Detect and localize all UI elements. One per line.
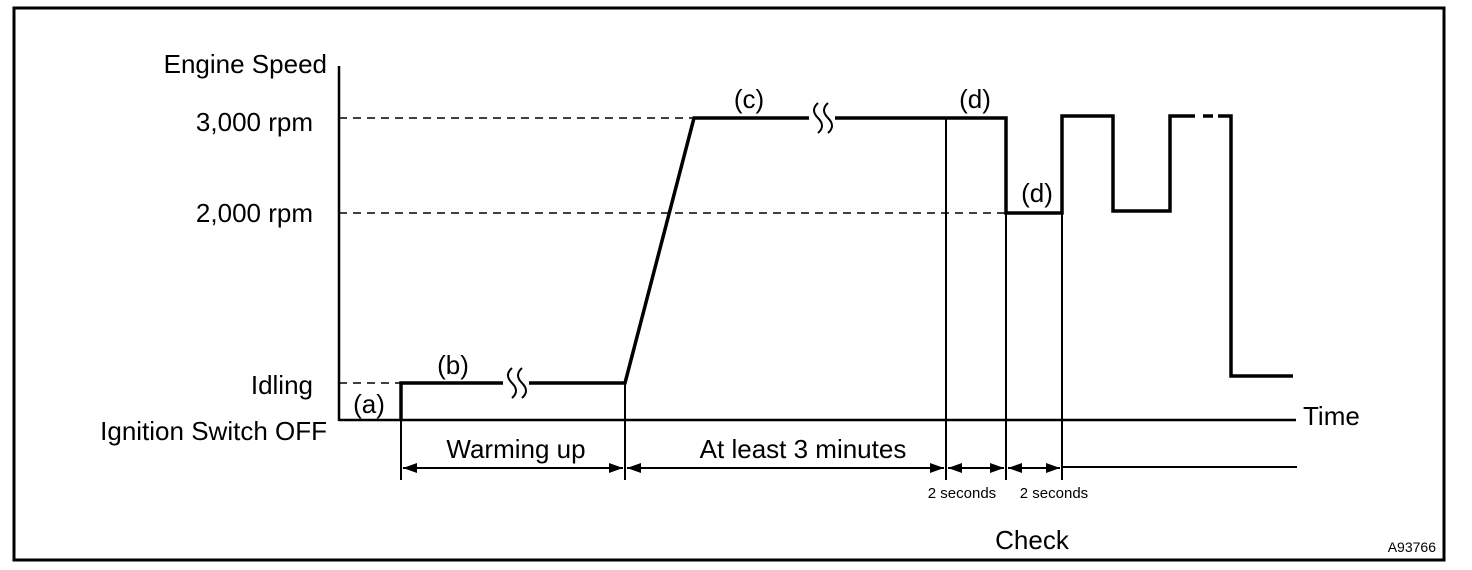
step-label-c: (c) (734, 84, 764, 114)
two-seconds-label-2: 2 seconds (1020, 485, 1088, 502)
warming-up-label: Warming up (446, 434, 585, 464)
y-axis-title: Engine Speed (164, 49, 327, 79)
break-mark-c (809, 102, 835, 134)
label-idling: Idling (251, 370, 313, 400)
x-axis-title: Time (1303, 401, 1360, 431)
figure-frame (12, 6, 1446, 562)
label-ignition-off: Ignition Switch OFF (100, 416, 327, 446)
three-minutes-label: At least 3 minutes (700, 434, 907, 464)
label-3000-rpm: 3,000 rpm (196, 107, 313, 137)
step-label-d-second: (d) (1021, 178, 1053, 208)
figure-id: A93766 (1388, 539, 1436, 555)
step-label-b: (b) (437, 350, 469, 380)
two-seconds-label-1: 2 seconds (928, 485, 996, 502)
step-label-a: (a) (353, 389, 385, 419)
break-mark-b (503, 367, 529, 399)
check-label: Check (995, 525, 1070, 555)
step-label-d-first: (d) (959, 84, 991, 114)
label-2000-rpm: 2,000 rpm (196, 198, 313, 228)
profile-return-to-idle (1218, 114, 1293, 378)
